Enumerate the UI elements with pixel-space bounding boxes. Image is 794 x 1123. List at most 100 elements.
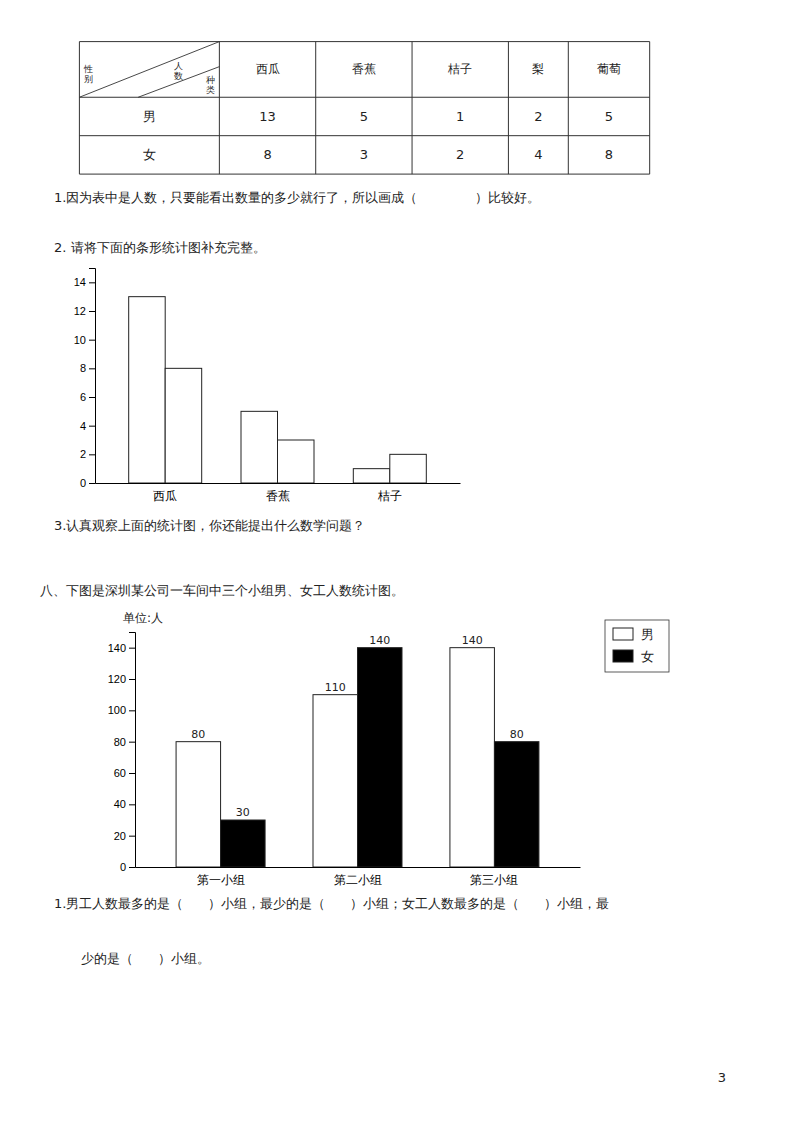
tick-label: 第三小组: [470, 873, 518, 887]
data-label: 80: [191, 728, 205, 741]
tick-mark: [89, 311, 95, 312]
tick-label: 第一小组: [197, 873, 245, 887]
y-tick: 2: [80, 448, 95, 460]
annotation: 3: [718, 1070, 726, 1085]
corner-label: 人数: [174, 61, 183, 81]
bar: [176, 742, 221, 867]
y-tick: 80: [114, 736, 135, 748]
tick-mark: [89, 282, 95, 283]
tick-label: 2: [80, 448, 86, 460]
table-rule: [315, 42, 316, 175]
y-tick: 6: [80, 391, 95, 403]
bar: [221, 820, 265, 867]
annotation: 3.认真观察上面的统计图，你还能提出什么数学问题？: [54, 518, 365, 533]
y-axis: 02468101214: [74, 269, 96, 490]
tick-mark: [129, 836, 135, 837]
tick-label: 10: [74, 334, 86, 346]
bar-chart: 02468101214西瓜香蕉桔子: [74, 269, 461, 503]
x-tick: 第一小组: [197, 867, 245, 887]
y-tick: 8: [80, 362, 95, 374]
annotation: 1.因为表中是人数，只要能看出数量的多少就行了，所以画成（ ）比较好。: [54, 190, 540, 205]
y-tick: 14: [74, 276, 95, 288]
table-cell: 5: [605, 109, 613, 124]
y-tick: 40: [114, 798, 135, 810]
axis-line: [89, 269, 96, 484]
tick-label: 香蕉: [266, 489, 290, 503]
table-header: 梨: [532, 62, 544, 76]
tick-label: 桔子: [377, 489, 402, 503]
table-rule: [568, 42, 569, 175]
legend: 男女: [605, 620, 669, 672]
table-header: 桔子: [447, 62, 472, 76]
x-tick: 桔子: [377, 483, 402, 503]
tick-mark: [129, 648, 135, 649]
bar-chart: 801101403014080020406080100120140第一小组第二小…: [108, 611, 669, 887]
table-cell: 2: [534, 109, 542, 124]
table-rule: [649, 42, 650, 175]
tick-mark: [89, 340, 95, 341]
data-label: 110: [325, 681, 346, 694]
data-label: 30: [236, 806, 250, 819]
y-tick: 100: [108, 704, 135, 716]
y-tick: 140: [108, 642, 135, 654]
table-cell: 4: [534, 147, 542, 162]
bars: [129, 297, 427, 483]
axis-line: [136, 867, 581, 868]
axis-line: [96, 483, 461, 484]
chart-title: 八、下图是深圳某公司一车间中三个小组男、女工人数统计图。: [40, 583, 404, 598]
table-header: 西瓜: [256, 62, 280, 76]
legend-swatch: [613, 650, 633, 662]
tick-mark: [129, 742, 135, 743]
table-rule: [79, 41, 649, 42]
table-header: 香蕉: [352, 62, 376, 76]
table-row-label: 女: [143, 147, 156, 162]
table-cell: 8: [605, 147, 613, 162]
bar: [358, 648, 403, 867]
tick-label: 0: [80, 477, 86, 489]
tick-mark: [129, 679, 135, 680]
tick-mark: [129, 804, 135, 805]
tick-mark: [129, 773, 135, 774]
tick-mark: [89, 397, 95, 398]
table-cell: 3: [360, 147, 368, 162]
tick-label: 6: [80, 391, 86, 403]
data-label: 140: [462, 634, 483, 647]
tick-label: 80: [114, 736, 126, 748]
tick-label: 0: [120, 861, 126, 873]
table-cell: 13: [259, 109, 276, 124]
table-cell: 1: [456, 109, 464, 124]
tick-label: 120: [108, 673, 126, 685]
legend-label: 女: [641, 649, 654, 664]
table-rule: [79, 42, 80, 175]
tick-mark: [89, 426, 95, 427]
tick-label: 西瓜: [153, 489, 177, 503]
tick-mark: [89, 368, 95, 369]
y-axis-label: 单位:人: [123, 611, 163, 625]
data-label: 80: [510, 728, 524, 741]
x-tick: 第二小组: [334, 867, 382, 887]
table-cell: 2: [456, 147, 464, 162]
legend-label: 男: [641, 627, 654, 642]
y-tick: 10: [74, 334, 95, 346]
corner-label: 性别: [83, 64, 93, 84]
corner-diagonal: [79, 42, 219, 98]
tick-label: 40: [114, 798, 126, 810]
bar: [278, 440, 315, 483]
data-labels: 801101403014080: [191, 634, 523, 819]
bar: [165, 368, 202, 483]
page: 种类人数性别西瓜香蕉桔子梨葡萄男135125女8324802468101214西…: [0, 0, 794, 1123]
y-tick: 20: [114, 830, 135, 842]
bar: [494, 742, 539, 867]
table-cell: 8: [263, 147, 271, 162]
y-axis: 020406080100120140: [108, 633, 136, 874]
bar: [241, 411, 278, 483]
tick-label: 8: [80, 362, 86, 374]
x-tick: 西瓜: [153, 483, 177, 503]
x-axis: 第一小组 第二小组 第三小组: [136, 867, 581, 887]
tick-mark: [89, 454, 95, 455]
annotation: 1.男工人数最多的是（ ）小组，最少的是（ ）小组；女工人数最多的是（ ）小组，…: [54, 896, 609, 911]
corner-label: 种类: [206, 75, 215, 95]
bar: [450, 648, 495, 867]
table-rule: [79, 174, 649, 175]
corner-diagonal: [138, 67, 219, 98]
